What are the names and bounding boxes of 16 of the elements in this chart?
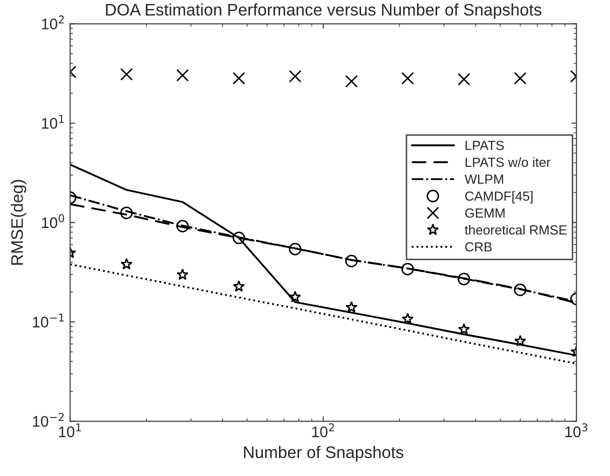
legend-label: GEMM xyxy=(465,208,505,218)
legend-label: theoretical RMSE xyxy=(464,224,567,235)
legend-label: LPATS w/o iter xyxy=(466,157,550,167)
y-axis-title: RMSE(deg) xyxy=(10,180,26,265)
y-tick-label: 10$^{1}$ xyxy=(42,114,64,129)
legend-label: CAMDF[45] xyxy=(465,191,533,204)
legend-label: LPATS xyxy=(466,140,504,150)
x-axis-title: Number of Snapshots xyxy=(244,446,404,462)
y-tick-label: 10$^{−1}$ xyxy=(32,314,64,328)
y-tick-label: 10$^{0}$ xyxy=(42,214,64,228)
x-tick-label: 10$^{2}$ xyxy=(312,423,334,438)
x-tick-label: 10$^{3}$ xyxy=(565,423,588,438)
chart-title: DOA Estimation Performance versus Number of Snapshots xyxy=(106,3,542,19)
y-tick-label: 10$^{2}$ xyxy=(42,15,64,30)
legend-label: WLPM xyxy=(464,174,504,184)
legend-label: CRB xyxy=(465,242,492,252)
